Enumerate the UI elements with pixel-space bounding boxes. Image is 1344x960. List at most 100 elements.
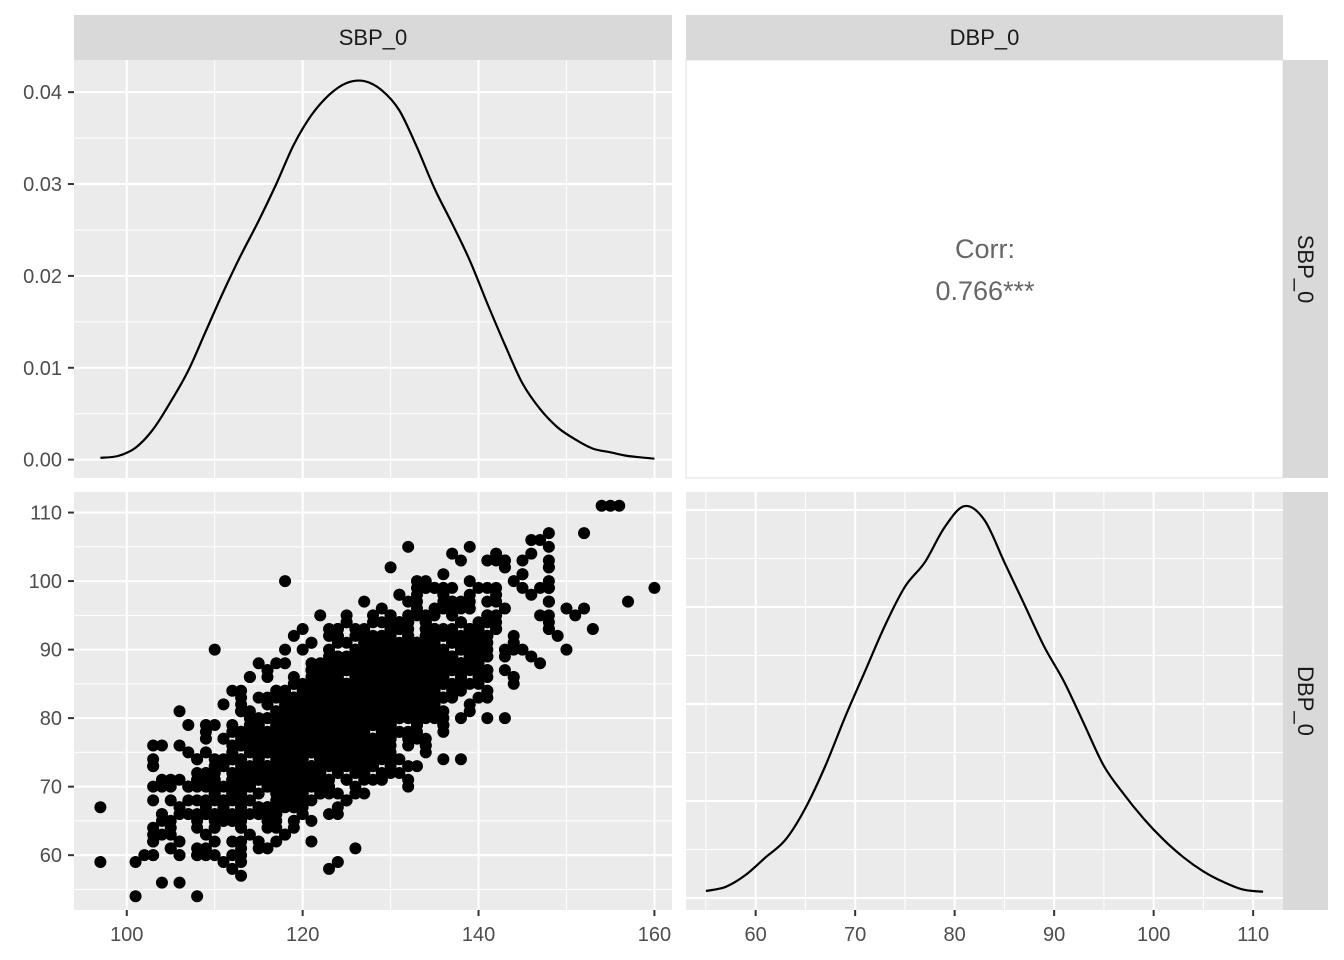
- scatter-point: [463, 575, 476, 588]
- scatter-point: [147, 849, 160, 862]
- scatter-point: [305, 732, 318, 745]
- scatter-point: [384, 609, 397, 622]
- scatter-point: [270, 766, 283, 779]
- scatter-point: [182, 794, 195, 807]
- scatter-point: [296, 698, 309, 711]
- scatter-point: [287, 725, 300, 738]
- x-tick-label: 140: [462, 924, 495, 946]
- scatter-point: [182, 780, 195, 793]
- scatter-point: [252, 691, 265, 704]
- scatter-point: [393, 671, 406, 684]
- sbp-density-curve: [100, 79, 655, 460]
- axes: 0.00 0.01 0.02 0.03 0.04 60 70 80 90 100 110 100 120…: [23, 82, 1269, 946]
- corr-label: Corr:: [955, 234, 1015, 264]
- scatter-point: [340, 760, 353, 773]
- strip-right-sbp: [1283, 60, 1328, 478]
- scatter-point: [287, 760, 300, 773]
- scatter-point: [199, 766, 212, 779]
- scatter-point: [349, 712, 362, 725]
- x-tick-label: 160: [638, 924, 671, 946]
- scatter-point: [481, 712, 494, 725]
- scatter-point: [604, 499, 617, 512]
- scatter-point: [252, 718, 265, 731]
- scatter-point: [296, 794, 309, 807]
- scatter-point: [472, 691, 485, 704]
- scatter-point: [331, 856, 344, 869]
- scatter-point: [402, 616, 415, 629]
- scatter-point: [446, 595, 459, 608]
- scatter-point: [402, 705, 415, 718]
- scatter-point: [358, 725, 371, 738]
- scatter-point: [226, 814, 239, 827]
- scatter-points: [94, 499, 661, 903]
- y-tick-label: 70: [40, 777, 62, 799]
- scatter-point: [437, 568, 450, 581]
- y-tick-label: 0.00: [23, 450, 62, 472]
- scatter-point: [296, 623, 309, 636]
- scatter-point: [648, 581, 661, 594]
- scatter-point: [410, 677, 423, 690]
- scatter-point: [208, 787, 221, 800]
- scatter-point: [261, 801, 274, 814]
- scatter-point: [199, 746, 212, 759]
- scatter-point: [578, 527, 591, 540]
- scatter-point: [534, 609, 547, 622]
- scatter-point: [261, 821, 274, 834]
- scatter-point: [261, 739, 274, 752]
- scatter-point: [393, 725, 406, 738]
- scatter-point: [534, 581, 547, 594]
- scatter-point: [358, 766, 371, 779]
- scatter-point: [191, 753, 204, 766]
- scatter-point: [419, 623, 432, 636]
- scatter-point: [208, 821, 221, 834]
- scatter-point: [340, 746, 353, 759]
- scatter-point: [243, 828, 256, 841]
- scatter-point: [367, 698, 379, 711]
- scatter-point: [305, 636, 318, 649]
- scatter-point: [182, 718, 195, 731]
- scatter-point: [323, 657, 336, 670]
- y-tick-label: 0.04: [23, 82, 62, 104]
- scatter-point: [419, 664, 432, 677]
- scatter-point: [446, 581, 459, 594]
- scatter-point: [235, 691, 248, 704]
- y-tick-label: 100: [29, 571, 62, 593]
- scatter-point: [199, 725, 212, 738]
- scatter-point: [349, 746, 362, 759]
- scatter-point: [270, 691, 283, 704]
- scatter-point: [279, 575, 292, 588]
- scatter-point: [305, 814, 318, 827]
- scatter-point: [243, 671, 256, 684]
- scatter-point: [428, 712, 441, 725]
- scatter-point: [393, 705, 406, 718]
- scatter-point: [270, 808, 283, 821]
- scatter-point: [208, 643, 221, 656]
- scatter-point: [173, 835, 186, 848]
- scatter-point: [578, 602, 591, 615]
- scatter-point: [463, 588, 476, 601]
- scatter-point: [270, 787, 283, 800]
- scatter-point: [252, 746, 265, 759]
- scatter-point: [252, 657, 265, 670]
- scatter-point: [235, 808, 248, 821]
- scatter-point: [463, 677, 476, 690]
- scatter-point: [296, 808, 309, 821]
- scatter-point: [252, 773, 265, 786]
- scatter-point: [155, 876, 168, 889]
- scatter-point: [516, 554, 529, 567]
- panel-dbp-density-bg: [686, 492, 1283, 910]
- scatter-point: [525, 588, 538, 601]
- scatter-point: [287, 746, 300, 759]
- scatter-point: [375, 664, 388, 677]
- scatter-point: [384, 718, 397, 731]
- scatter-point: [525, 533, 538, 546]
- scatter-point: [243, 794, 256, 807]
- scatter-point: [243, 780, 256, 793]
- scatter-point: [375, 691, 388, 704]
- scatter-point: [208, 835, 221, 848]
- x-tick-label: 100: [1137, 924, 1170, 946]
- scatter-point: [323, 677, 336, 690]
- scatter-point: [305, 766, 318, 779]
- scatter-point: [367, 718, 379, 731]
- scatter-point: [375, 718, 388, 731]
